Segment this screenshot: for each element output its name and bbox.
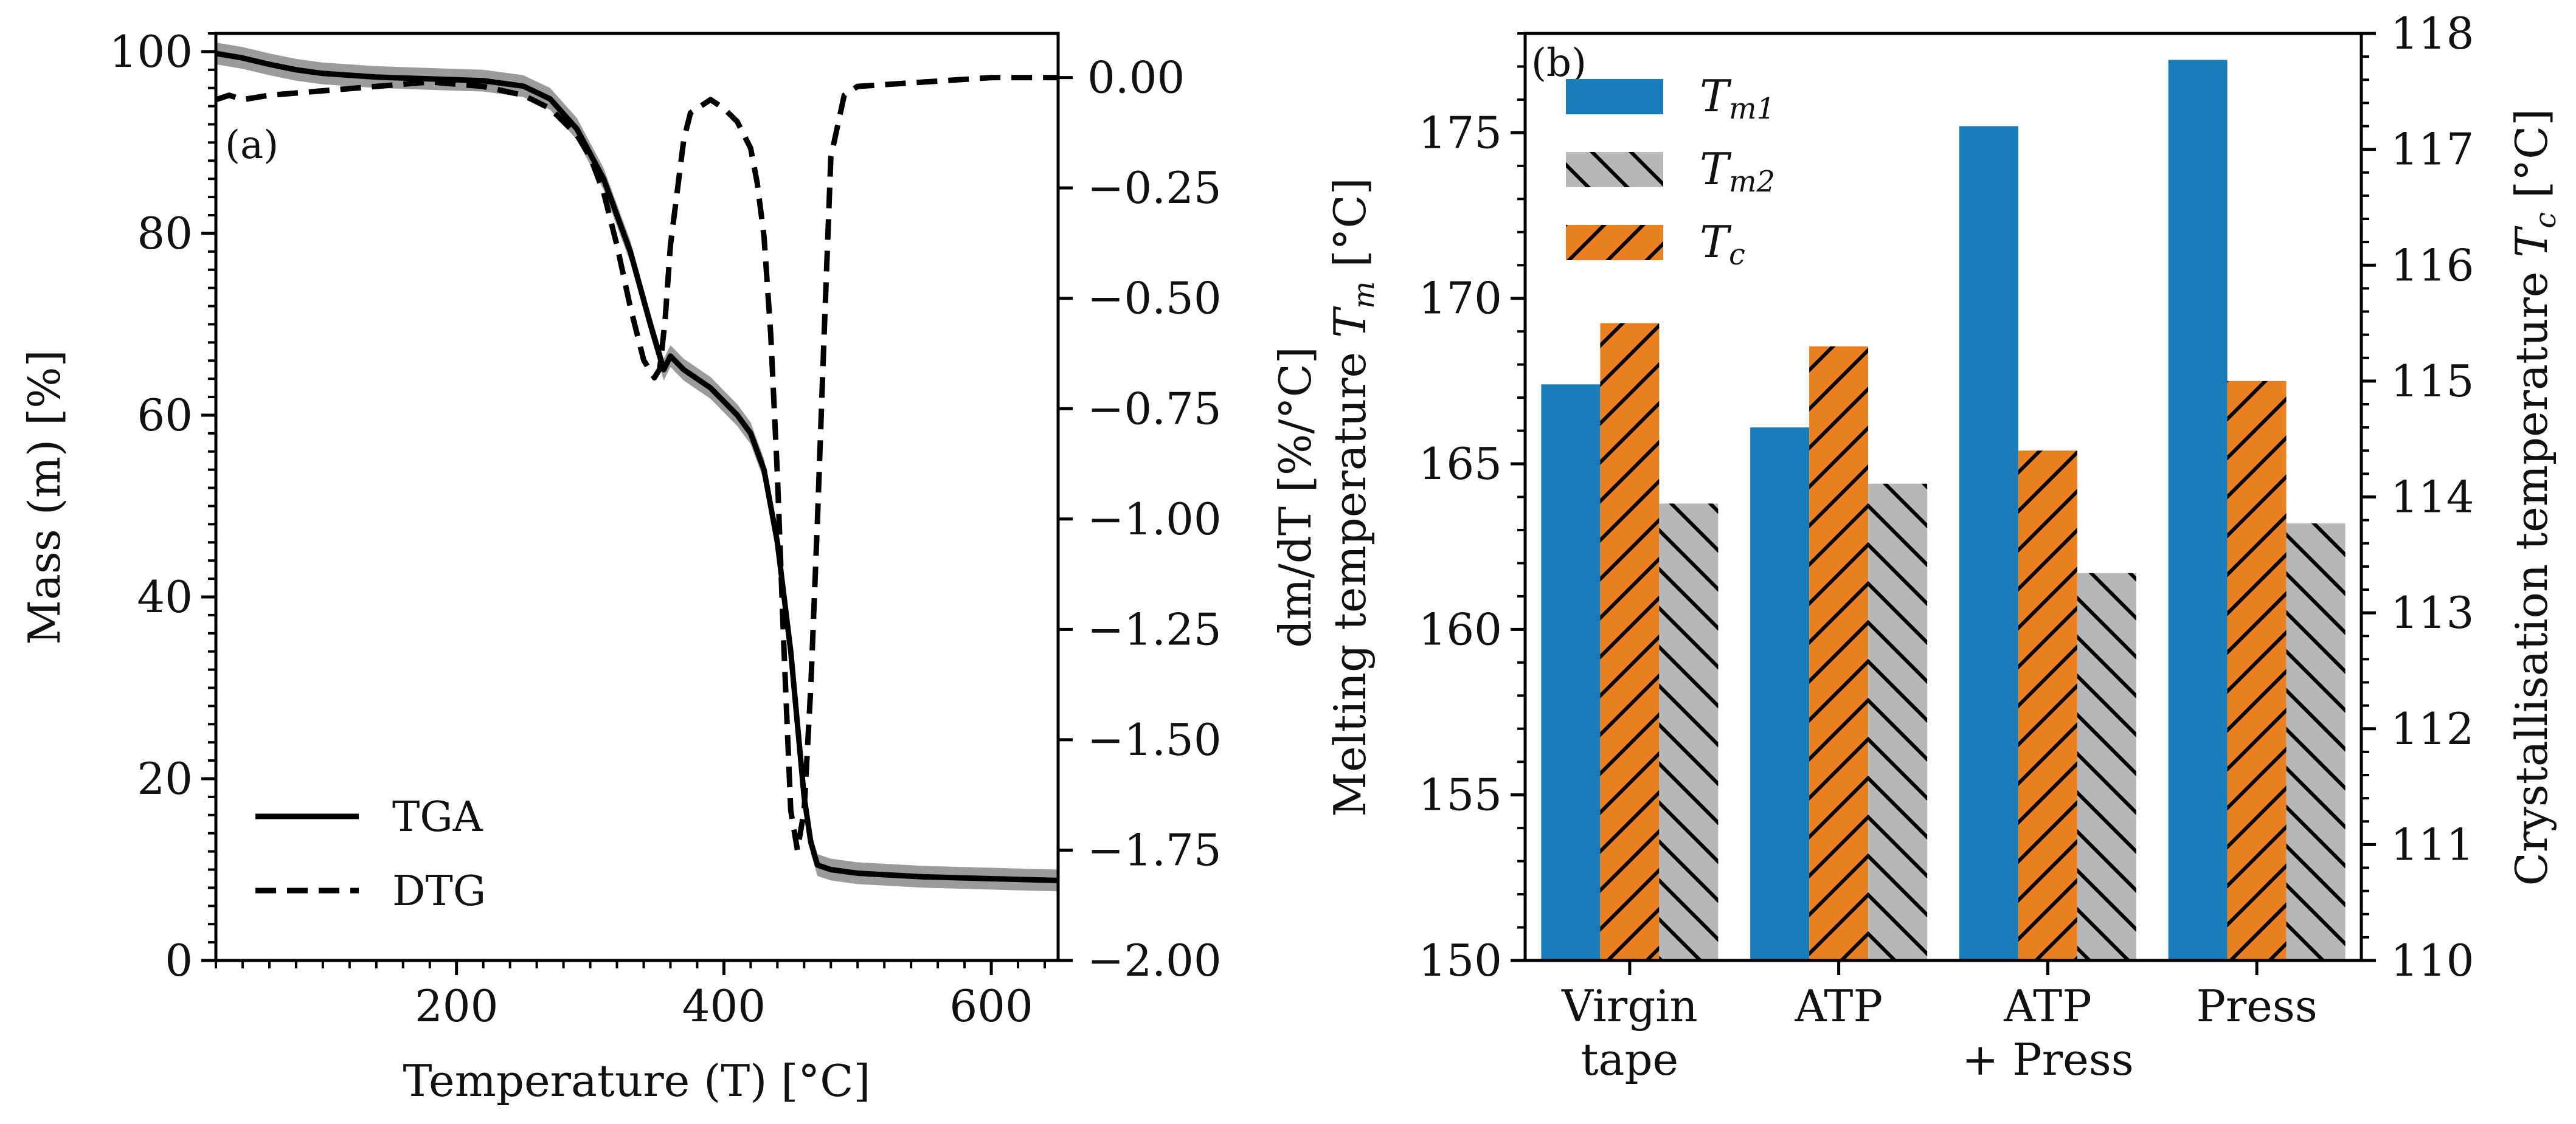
- b-y-tick-label: 165: [1419, 438, 1502, 489]
- panel-a-x-axis: 200 400 600: [215, 960, 1047, 1032]
- b-y2-tick-label: 110: [2391, 935, 2474, 986]
- legend-tc-label: Tc: [1700, 216, 1745, 272]
- bar-tm1-4: [2168, 60, 2228, 961]
- b-x-tick-label: ATP: [1794, 981, 1883, 1032]
- legend-tm1-label: Tm1: [1700, 71, 1775, 126]
- panel-a-y-label: Mass (m) [%]: [19, 350, 70, 644]
- legend-tm2-swatch: [1566, 152, 1663, 187]
- a-y2-tick-label: −1.00: [1087, 494, 1222, 545]
- b-y2-tick-label: 111: [2391, 819, 2474, 870]
- b-y2-tick-label: 118: [2391, 8, 2474, 59]
- a-x-tick-label: 600: [949, 981, 1033, 1032]
- legend-dtg-label: DTG: [392, 867, 486, 915]
- bar-tm1-1: [1541, 384, 1601, 960]
- bar-tm2-4: [2286, 523, 2346, 960]
- a-y2-tick-label: −0.50: [1087, 273, 1222, 324]
- bar-tm2-3: [2077, 573, 2136, 960]
- a-y-tick-label: 40: [137, 571, 193, 622]
- bar-tc-1: [1600, 323, 1660, 960]
- b-y2-tick-label: 112: [2391, 703, 2474, 754]
- bar-tm1-3: [1959, 126, 2018, 960]
- panel-b-y-axis: 150 155 160 165 170 175: [1419, 32, 1525, 986]
- b-x-tick-label: Press: [2196, 981, 2317, 1032]
- panel-b-y2-label: Crystallisation temperature Tc [°C]: [2506, 109, 2563, 886]
- legend-tga-label: TGA: [392, 793, 483, 841]
- b-x-tick-label: ATP: [2003, 981, 2092, 1032]
- bar-tm2-1: [1659, 503, 1719, 960]
- panel-b-plot-area: [1541, 60, 2346, 961]
- b-x-tick-label: Virgin: [1561, 981, 1698, 1032]
- panel-a-chart: 200 400 600 0 20 40 60 80 100 0.00 −0.25 −0.50 −0.…: [19, 26, 1321, 1106]
- b-y2-tick-label: 115: [2391, 356, 2474, 407]
- panel-a-y-axis: 0 20 40 60 80 100: [109, 26, 216, 986]
- panel-a-tag: (a): [225, 123, 279, 168]
- a-y2-tick-label: −1.25: [1087, 604, 1222, 655]
- b-y2-tick-label: 116: [2391, 240, 2474, 291]
- a-y2-tick-label: −0.75: [1087, 383, 1222, 434]
- a-x-tick-label: 400: [682, 981, 766, 1032]
- legend-tm2-label: Tm2: [1700, 143, 1775, 199]
- bar-tc-2: [1809, 346, 1869, 960]
- dtg-series-line: [215, 75, 1058, 853]
- a-y-tick-label: 20: [137, 753, 193, 804]
- b-y-tick-label: 160: [1419, 604, 1502, 655]
- bar-tm2-2: [1868, 483, 1928, 960]
- b-x-tick-label: + Press: [1962, 1034, 2134, 1085]
- a-y-tick-label: 100: [109, 26, 193, 77]
- panel-a-y2-label: dm/dT [%/°C]: [1270, 347, 1321, 648]
- b-y-tick-label: 170: [1419, 273, 1502, 324]
- a-y-tick-label: 0: [165, 935, 193, 986]
- legend-tc-swatch: [1566, 225, 1663, 260]
- b-x-tick-label: tape: [1581, 1034, 1679, 1085]
- tga-uncertainty-band: [216, 42, 1058, 892]
- panel-a-frame: [214, 32, 1060, 962]
- tga-series-line: [215, 50, 1059, 883]
- panel-b-legend: Tm1 Tm2 Tc: [1566, 71, 1775, 272]
- panel-b-y2-axis: 110 111 112 113 114 115 116 117 118: [2361, 8, 2474, 986]
- b-y-tick-label: 175: [1419, 107, 1502, 158]
- a-y2-tick-label: 0.00: [1087, 52, 1185, 103]
- a-y2-tick-label: −1.50: [1087, 714, 1222, 765]
- panel-a-legend: TGA DTG: [255, 793, 486, 915]
- b-y-tick-label: 155: [1419, 770, 1502, 821]
- a-y2-tick-label: −2.00: [1087, 935, 1222, 986]
- bar-tm1-2: [1750, 427, 1810, 960]
- a-y2-tick-label: −0.25: [1087, 162, 1222, 213]
- a-x-tick-label: 200: [415, 981, 498, 1032]
- panel-b-y-label: Melting temperature Tm [°C]: [1324, 178, 1381, 816]
- panel-b-tag: (b): [1531, 41, 1587, 86]
- a-y-tick-label: 80: [137, 208, 193, 259]
- a-y-tick-label: 60: [137, 390, 193, 441]
- bar-tc-4: [2227, 381, 2287, 960]
- panel-a-x-label: Temperature (T) [°C]: [403, 1055, 871, 1106]
- b-y-tick-label: 150: [1419, 935, 1502, 986]
- bar-tc-3: [2018, 450, 2077, 960]
- panel-a-plot-area: [215, 42, 1059, 892]
- panel-a-y2-axis: 0.00 −0.25 −0.50 −0.75 −1.00 −1.25 −1.50 −1.75 −…: [1058, 52, 1222, 986]
- a-y2-tick-label: −1.75: [1087, 824, 1222, 875]
- legend-tm1-swatch: [1566, 79, 1663, 114]
- b-y2-tick-label: 113: [2391, 587, 2474, 638]
- b-y2-tick-label: 114: [2391, 472, 2474, 523]
- b-y2-tick-label: 117: [2391, 124, 2474, 175]
